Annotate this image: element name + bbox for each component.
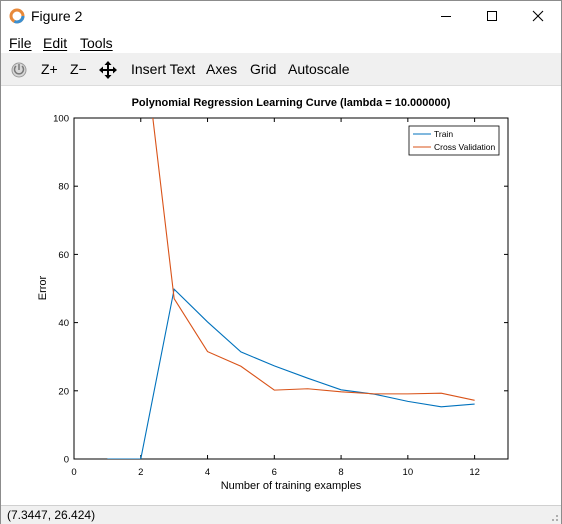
x-tick-label: 12 xyxy=(469,467,480,478)
legend-cv-label: Cross Validation xyxy=(434,142,496,152)
grid-button[interactable]: Grid xyxy=(250,61,277,77)
insert-text-button[interactable]: Insert Text xyxy=(131,61,196,77)
figure-toolbar: Z+ Z− Insert Text Axes Grid Autoscale xyxy=(1,55,561,86)
autoscale-button[interactable]: Autoscale xyxy=(288,61,350,77)
y-tick-label: 40 xyxy=(58,318,69,329)
minimize-icon xyxy=(441,16,451,17)
legend-box xyxy=(408,125,500,156)
zoom-in-button[interactable]: Z+ xyxy=(41,61,58,77)
x-tick-label: 4 xyxy=(205,467,210,478)
y-tick-label: 20 xyxy=(58,386,69,397)
octave-app-icon xyxy=(9,8,25,24)
x-tick-label: 6 xyxy=(272,467,277,478)
train-series-line xyxy=(107,288,475,459)
menu-tools[interactable]: Tools xyxy=(80,35,113,51)
x-tick-label: 0 xyxy=(71,467,76,478)
maximize-button[interactable] xyxy=(469,1,515,31)
legend: Train Cross Validation xyxy=(408,125,500,156)
x-tick-label: 8 xyxy=(338,467,343,478)
y-tick-label: 80 xyxy=(58,182,69,193)
window-title: Figure 2 xyxy=(31,8,83,24)
zoom-out-button[interactable]: Z− xyxy=(70,61,87,77)
legend-train-label: Train xyxy=(434,129,453,139)
close-button[interactable] xyxy=(515,1,561,31)
cursor-coordinates: (7.3447, 26.424) xyxy=(7,508,96,522)
x-axis-label: Number of training examples xyxy=(221,480,362,492)
y-tick-label: 100 xyxy=(53,114,69,125)
close-icon xyxy=(532,10,544,22)
resize-grip-icon[interactable] xyxy=(549,512,559,522)
title-bar[interactable]: Figure 2 xyxy=(1,1,561,31)
y-tick-label: 60 xyxy=(58,250,69,261)
figure-canvas[interactable]: Polynomial Regression Learning Curve (la… xyxy=(1,86,561,505)
rotate-icon[interactable] xyxy=(10,61,28,79)
minimize-button[interactable] xyxy=(423,1,469,31)
chart-title: Polynomial Regression Learning Curve (la… xyxy=(132,97,451,109)
x-tick-label: 10 xyxy=(403,467,414,478)
cv-series-line xyxy=(152,118,475,401)
axes-button[interactable]: Axes xyxy=(206,61,238,77)
maximize-icon xyxy=(487,11,497,21)
menu-file[interactable]: File xyxy=(9,35,32,51)
plot-axes-box xyxy=(73,117,509,460)
status-bar: (7.3447, 26.424) xyxy=(1,505,561,524)
y-axis-label: Error xyxy=(37,275,49,300)
pan-icon[interactable] xyxy=(99,61,117,79)
learning-curve-chart[interactable]: Polynomial Regression Learning Curve (la… xyxy=(1,86,561,505)
menu-bar: File Edit Tools xyxy=(1,31,561,53)
y-tick-label: 0 xyxy=(64,455,69,466)
menu-edit[interactable]: Edit xyxy=(43,35,68,51)
x-tick-label: 2 xyxy=(138,467,143,478)
